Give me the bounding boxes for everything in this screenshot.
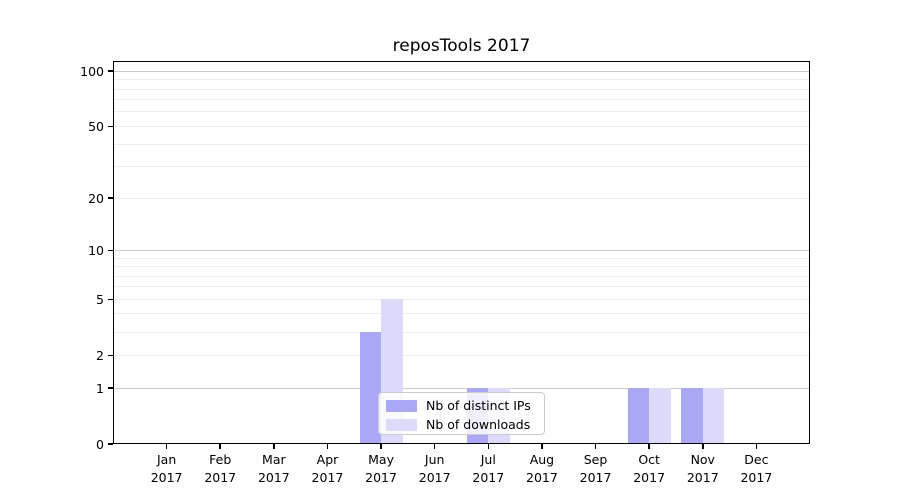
x-tick-label-jan: Jan 2017 bbox=[135, 451, 199, 486]
x-tick-mar bbox=[273, 444, 275, 449]
x-tick-label-jul: Jul 2017 bbox=[456, 451, 520, 486]
legend: Nb of distinct IPs Nb of downloads bbox=[378, 392, 545, 435]
bar-nb-of-downloads-oct bbox=[649, 388, 671, 444]
y-tick-label-5: 5 bbox=[96, 291, 104, 307]
x-tick-jun bbox=[433, 444, 436, 449]
y-tick-1 bbox=[108, 387, 113, 389]
gridline-minor-y80 bbox=[113, 88, 810, 90]
x-tick-month-may: May bbox=[368, 452, 394, 467]
x-tick-year-jul: 2017 bbox=[472, 469, 505, 485]
gridline-major-y10 bbox=[113, 249, 810, 251]
x-tick-may bbox=[380, 444, 382, 449]
gridline-minor-y50 bbox=[113, 125, 810, 127]
x-tick-year-aug: 2017 bbox=[526, 469, 558, 485]
x-tick-label-jun: Jun 2017 bbox=[403, 451, 467, 486]
x-tick-year-feb: 2017 bbox=[204, 469, 237, 485]
x-tick-nov bbox=[702, 444, 704, 449]
y-tick-label-2: 2 bbox=[96, 347, 104, 363]
x-tick-month-mar: Mar bbox=[262, 452, 286, 467]
x-tick-oct bbox=[648, 444, 650, 449]
bar-nb-of-distinct-ips-nov bbox=[681, 388, 703, 444]
legend-label-downloads: Nb of downloads bbox=[426, 417, 531, 432]
x-tick-year-apr: 2017 bbox=[311, 469, 344, 485]
x-tick-label-may: May 2017 bbox=[349, 451, 413, 486]
x-tick-label-feb: Feb 2017 bbox=[188, 451, 252, 486]
x-tick-label-sep: Sep 2017 bbox=[564, 451, 628, 486]
y-tick-label-10: 10 bbox=[88, 242, 104, 258]
plot-area: Nb of distinct IPs Nb of downloads bbox=[113, 61, 810, 444]
x-tick-label-oct: Oct 2017 bbox=[617, 451, 681, 486]
gridline-minor-y40 bbox=[113, 143, 810, 145]
legend-label-distinct-ips: Nb of distinct IPs bbox=[426, 398, 531, 413]
legend-entry-downloads: Nb of downloads bbox=[386, 416, 544, 433]
y-tick-label-1: 1 bbox=[96, 380, 104, 396]
y-tick-10 bbox=[108, 249, 113, 252]
gridline-major-y1 bbox=[113, 387, 810, 389]
gridline-minor-y3 bbox=[113, 331, 810, 333]
gridline-minor-y4 bbox=[113, 313, 810, 315]
x-tick-month-dec: Dec bbox=[744, 452, 769, 467]
x-tick-month-jan: Jan bbox=[156, 452, 177, 467]
gridline-minor-y6 bbox=[113, 286, 810, 288]
legend-swatch-downloads bbox=[386, 418, 417, 431]
x-tick-feb bbox=[219, 444, 221, 449]
x-tick-month-aug: Aug bbox=[529, 452, 555, 467]
bar-nb-of-distinct-ips-oct bbox=[627, 388, 650, 444]
y-tick-label-100: 100 bbox=[80, 63, 104, 79]
y-tick-label-50: 50 bbox=[88, 118, 104, 134]
y-tick-label-20: 20 bbox=[88, 190, 104, 206]
y-tick-100 bbox=[108, 70, 113, 72]
x-tick-label-mar: Mar 2017 bbox=[242, 451, 306, 486]
bar-nb-of-distinct-ips-may bbox=[359, 332, 382, 444]
x-tick-month-nov: Nov bbox=[690, 452, 715, 467]
x-tick-year-nov: 2017 bbox=[686, 469, 719, 485]
y-tick-20 bbox=[108, 197, 113, 199]
x-tick-year-mar: 2017 bbox=[257, 469, 290, 485]
x-tick-sep bbox=[594, 444, 597, 449]
x-tick-label-aug: Aug 2017 bbox=[510, 451, 574, 486]
gridline-minor-y30 bbox=[113, 166, 810, 168]
y-tick-50 bbox=[108, 125, 113, 128]
bar-nb-of-downloads-nov bbox=[702, 388, 725, 444]
gridline-minor-y60 bbox=[113, 111, 810, 113]
x-tick-month-apr: Apr bbox=[316, 452, 339, 467]
y-tick-2 bbox=[108, 354, 113, 356]
gridline-minor-y70 bbox=[113, 99, 810, 101]
gridline-minor-y20 bbox=[113, 197, 810, 199]
x-tick-dec bbox=[755, 444, 758, 449]
x-tick-apr bbox=[326, 444, 329, 449]
x-tick-aug bbox=[541, 444, 543, 449]
x-tick-year-sep: 2017 bbox=[579, 469, 612, 485]
x-tick-label-apr: Apr 2017 bbox=[295, 451, 359, 486]
gridline-minor-y5 bbox=[113, 298, 810, 300]
x-tick-month-sep: Sep bbox=[583, 452, 608, 467]
x-tick-year-jan: 2017 bbox=[150, 469, 183, 485]
x-tick-year-may: 2017 bbox=[365, 469, 397, 485]
gridline-minor-y9 bbox=[113, 257, 810, 259]
x-tick-year-oct: 2017 bbox=[633, 469, 666, 485]
gridline-minor-y7 bbox=[113, 275, 810, 277]
gridline-minor-y2 bbox=[113, 354, 810, 356]
x-tick-label-nov: Nov 2017 bbox=[671, 451, 735, 486]
chart-title: reposTools 2017 bbox=[392, 36, 531, 56]
x-tick-jan bbox=[165, 444, 168, 449]
x-tick-year-jun: 2017 bbox=[418, 469, 451, 485]
y-tick-5 bbox=[108, 298, 113, 300]
x-tick-jul bbox=[487, 444, 490, 449]
gridline-major-y100 bbox=[113, 70, 810, 72]
x-tick-month-jul: Jul bbox=[480, 452, 496, 467]
legend-swatch-distinct-ips bbox=[386, 399, 417, 412]
x-tick-month-jun: Jun bbox=[424, 452, 445, 467]
y-tick-label-0: 0 bbox=[96, 436, 104, 452]
legend-entry-distinct-ips: Nb of distinct IPs bbox=[386, 397, 544, 414]
gridline-minor-y8 bbox=[113, 266, 810, 267]
gridline-minor-y90 bbox=[113, 79, 810, 81]
x-tick-month-feb: Feb bbox=[209, 452, 232, 467]
x-tick-year-dec: 2017 bbox=[740, 469, 773, 485]
x-tick-label-dec: Dec 2017 bbox=[724, 451, 788, 486]
x-tick-month-oct: Oct bbox=[638, 452, 660, 467]
y-tick-0 bbox=[108, 443, 113, 445]
